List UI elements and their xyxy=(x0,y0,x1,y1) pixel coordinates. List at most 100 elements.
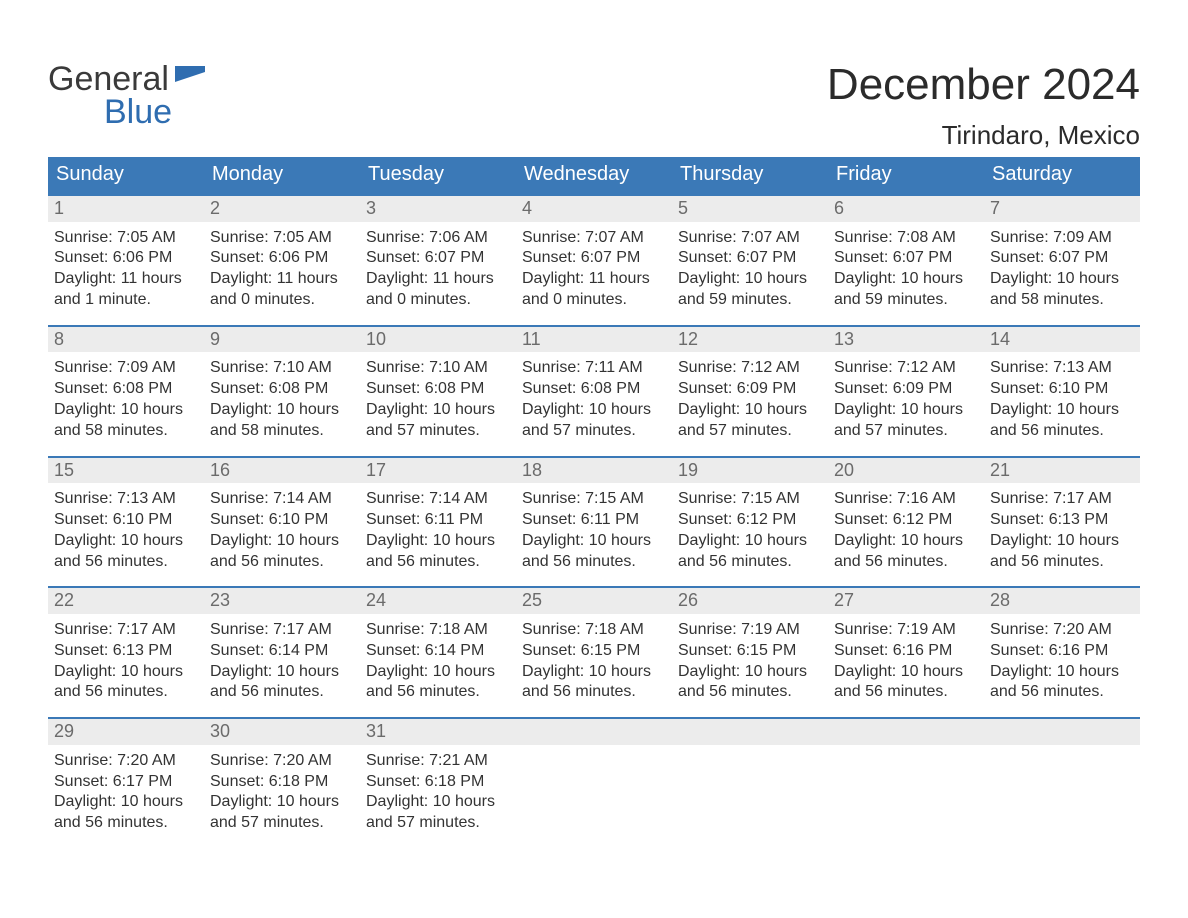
calendar-cell: 10Sunrise: 7:10 AMSunset: 6:08 PMDayligh… xyxy=(360,327,516,442)
daylight1-text: Daylight: 11 hours xyxy=(210,269,354,290)
day-details: Sunrise: 7:12 AMSunset: 6:09 PMDaylight:… xyxy=(828,352,984,441)
daylight1-text: Daylight: 11 hours xyxy=(522,269,666,290)
day-number: 1 xyxy=(48,196,204,222)
day-details: Sunrise: 7:10 AMSunset: 6:08 PMDaylight:… xyxy=(360,352,516,441)
sunrise-text: Sunrise: 7:17 AM xyxy=(54,620,198,641)
day-number: 13 xyxy=(828,327,984,353)
calendar: Sunday Monday Tuesday Wednesday Thursday… xyxy=(48,157,1140,834)
daylight1-text: Daylight: 10 hours xyxy=(678,662,822,683)
day-details: Sunrise: 7:15 AMSunset: 6:11 PMDaylight:… xyxy=(516,483,672,572)
day-details: Sunrise: 7:20 AMSunset: 6:18 PMDaylight:… xyxy=(204,745,360,834)
daylight2-text: and 57 minutes. xyxy=(366,813,510,834)
daylight1-text: Daylight: 10 hours xyxy=(366,400,510,421)
day-details: Sunrise: 7:20 AMSunset: 6:17 PMDaylight:… xyxy=(48,745,204,834)
sunrise-text: Sunrise: 7:09 AM xyxy=(990,228,1134,249)
sunset-text: Sunset: 6:07 PM xyxy=(678,248,822,269)
daylight1-text: Daylight: 10 hours xyxy=(210,662,354,683)
daylight2-text: and 56 minutes. xyxy=(54,813,198,834)
daylight2-text: and 58 minutes. xyxy=(54,421,198,442)
calendar-cell: 1Sunrise: 7:05 AMSunset: 6:06 PMDaylight… xyxy=(48,196,204,311)
sunset-text: Sunset: 6:16 PM xyxy=(990,641,1134,662)
day-details: Sunrise: 7:14 AMSunset: 6:10 PMDaylight:… xyxy=(204,483,360,572)
day-details: Sunrise: 7:05 AMSunset: 6:06 PMDaylight:… xyxy=(204,222,360,311)
sunset-text: Sunset: 6:07 PM xyxy=(990,248,1134,269)
sunset-text: Sunset: 6:08 PM xyxy=(522,379,666,400)
day-details: Sunrise: 7:19 AMSunset: 6:16 PMDaylight:… xyxy=(828,614,984,703)
day-number xyxy=(516,719,672,745)
day-details: Sunrise: 7:13 AMSunset: 6:10 PMDaylight:… xyxy=(984,352,1140,441)
sunset-text: Sunset: 6:11 PM xyxy=(366,510,510,531)
day-number: 20 xyxy=(828,458,984,484)
daylight2-text: and 56 minutes. xyxy=(366,682,510,703)
day-number: 30 xyxy=(204,719,360,745)
day-details: Sunrise: 7:15 AMSunset: 6:12 PMDaylight:… xyxy=(672,483,828,572)
day-number: 8 xyxy=(48,327,204,353)
day-number: 27 xyxy=(828,588,984,614)
daylight1-text: Daylight: 10 hours xyxy=(990,400,1134,421)
calendar-cell xyxy=(984,719,1140,834)
daylight1-text: Daylight: 10 hours xyxy=(990,662,1134,683)
calendar-cell: 19Sunrise: 7:15 AMSunset: 6:12 PMDayligh… xyxy=(672,458,828,573)
daylight2-text: and 56 minutes. xyxy=(210,552,354,573)
day-details: Sunrise: 7:18 AMSunset: 6:15 PMDaylight:… xyxy=(516,614,672,703)
sunset-text: Sunset: 6:15 PM xyxy=(678,641,822,662)
calendar-cell: 24Sunrise: 7:18 AMSunset: 6:14 PMDayligh… xyxy=(360,588,516,703)
day-number: 22 xyxy=(48,588,204,614)
sunset-text: Sunset: 6:07 PM xyxy=(522,248,666,269)
calendar-cell: 6Sunrise: 7:08 AMSunset: 6:07 PMDaylight… xyxy=(828,196,984,311)
sunset-text: Sunset: 6:10 PM xyxy=(54,510,198,531)
calendar-cell: 13Sunrise: 7:12 AMSunset: 6:09 PMDayligh… xyxy=(828,327,984,442)
calendar-cell: 21Sunrise: 7:17 AMSunset: 6:13 PMDayligh… xyxy=(984,458,1140,573)
calendar-cell: 17Sunrise: 7:14 AMSunset: 6:11 PMDayligh… xyxy=(360,458,516,573)
weeks-container: 1Sunrise: 7:05 AMSunset: 6:06 PMDaylight… xyxy=(48,194,1140,834)
sunrise-text: Sunrise: 7:15 AM xyxy=(522,489,666,510)
daylight2-text: and 56 minutes. xyxy=(990,682,1134,703)
daylight1-text: Daylight: 10 hours xyxy=(678,531,822,552)
day-number: 11 xyxy=(516,327,672,353)
sunset-text: Sunset: 6:18 PM xyxy=(210,772,354,793)
sunset-text: Sunset: 6:10 PM xyxy=(210,510,354,531)
daylight2-text: and 57 minutes. xyxy=(834,421,978,442)
calendar-week: 15Sunrise: 7:13 AMSunset: 6:10 PMDayligh… xyxy=(48,456,1140,573)
daylight1-text: Daylight: 10 hours xyxy=(834,662,978,683)
daylight1-text: Daylight: 10 hours xyxy=(834,531,978,552)
calendar-cell: 15Sunrise: 7:13 AMSunset: 6:10 PMDayligh… xyxy=(48,458,204,573)
daylight1-text: Daylight: 10 hours xyxy=(522,400,666,421)
location-label: Tirindaro, Mexico xyxy=(827,120,1140,151)
sunrise-text: Sunrise: 7:13 AM xyxy=(990,358,1134,379)
day-details: Sunrise: 7:19 AMSunset: 6:15 PMDaylight:… xyxy=(672,614,828,703)
day-details: Sunrise: 7:09 AMSunset: 6:08 PMDaylight:… xyxy=(48,352,204,441)
calendar-cell: 8Sunrise: 7:09 AMSunset: 6:08 PMDaylight… xyxy=(48,327,204,442)
day-number: 14 xyxy=(984,327,1140,353)
daylight2-text: and 0 minutes. xyxy=(366,290,510,311)
sunrise-text: Sunrise: 7:14 AM xyxy=(210,489,354,510)
calendar-cell xyxy=(672,719,828,834)
sunrise-text: Sunrise: 7:12 AM xyxy=(834,358,978,379)
dayname-friday: Friday xyxy=(828,157,984,194)
day-details: Sunrise: 7:07 AMSunset: 6:07 PMDaylight:… xyxy=(672,222,828,311)
sunrise-text: Sunrise: 7:15 AM xyxy=(678,489,822,510)
day-number: 26 xyxy=(672,588,828,614)
calendar-cell: 25Sunrise: 7:18 AMSunset: 6:15 PMDayligh… xyxy=(516,588,672,703)
sunrise-text: Sunrise: 7:06 AM xyxy=(366,228,510,249)
logo-word1: General xyxy=(48,60,169,99)
calendar-cell: 5Sunrise: 7:07 AMSunset: 6:07 PMDaylight… xyxy=(672,196,828,311)
sunrise-text: Sunrise: 7:07 AM xyxy=(522,228,666,249)
dayname-sunday: Sunday xyxy=(48,157,204,194)
daylight2-text: and 56 minutes. xyxy=(834,552,978,573)
sunset-text: Sunset: 6:08 PM xyxy=(366,379,510,400)
daylight2-text: and 59 minutes. xyxy=(678,290,822,311)
dayname-wednesday: Wednesday xyxy=(516,157,672,194)
calendar-cell: 31Sunrise: 7:21 AMSunset: 6:18 PMDayligh… xyxy=(360,719,516,834)
day-number: 15 xyxy=(48,458,204,484)
day-number: 29 xyxy=(48,719,204,745)
day-number: 28 xyxy=(984,588,1140,614)
daylight1-text: Daylight: 10 hours xyxy=(522,662,666,683)
day-details: Sunrise: 7:17 AMSunset: 6:14 PMDaylight:… xyxy=(204,614,360,703)
day-number: 24 xyxy=(360,588,516,614)
sunrise-text: Sunrise: 7:09 AM xyxy=(54,358,198,379)
sunrise-text: Sunrise: 7:18 AM xyxy=(366,620,510,641)
day-number: 5 xyxy=(672,196,828,222)
daylight1-text: Daylight: 10 hours xyxy=(54,400,198,421)
day-details: Sunrise: 7:06 AMSunset: 6:07 PMDaylight:… xyxy=(360,222,516,311)
